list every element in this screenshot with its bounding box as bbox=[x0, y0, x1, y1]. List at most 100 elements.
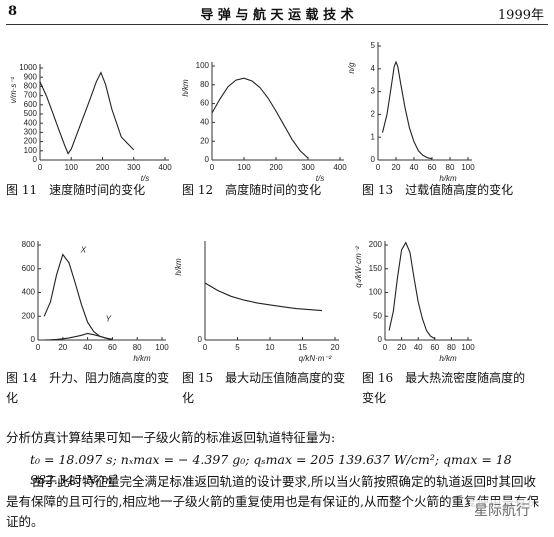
curve bbox=[381, 60, 433, 160]
x-tick-label: 20 bbox=[58, 343, 67, 352]
header-rule bbox=[6, 24, 548, 25]
y-tick-label: 40 bbox=[200, 118, 209, 127]
y-axis-label: h/km bbox=[174, 258, 183, 276]
intro: 分析仿真计算结果可知一子级火箭的标准返回轨道特征量为: bbox=[6, 430, 336, 445]
y-tick-label: 100 bbox=[196, 61, 210, 70]
figure-caption: 图 14 升力、阻力随高度的变化 bbox=[6, 371, 170, 405]
y-tick-label: 1000 bbox=[19, 63, 37, 72]
x-tick-label: 200 bbox=[96, 163, 110, 172]
y-tick-label: 300 bbox=[24, 128, 38, 137]
x-tick-label: 40 bbox=[414, 343, 423, 352]
x-tick-label: 10 bbox=[266, 343, 275, 352]
y-tick-label: 20 bbox=[200, 136, 209, 145]
curve bbox=[204, 282, 323, 312]
y-axis-label: v/m·s⁻¹ bbox=[9, 76, 18, 103]
x-tick-label: 100 bbox=[155, 343, 169, 352]
x-tick-label: 40 bbox=[83, 343, 92, 352]
x-tick-label: 100 bbox=[237, 163, 251, 172]
figure-caption: 图 11 速度随时间的变化 bbox=[6, 183, 146, 197]
x-tick-label: 200 bbox=[269, 163, 283, 172]
figure-caption: 图 15 最大动压值随高度的变化 bbox=[182, 371, 346, 405]
x-axis-label: h/km bbox=[133, 354, 151, 363]
y-tick-label: 4 bbox=[371, 64, 376, 73]
y-tick-label: 600 bbox=[22, 264, 36, 273]
x-tick-label: 0 bbox=[36, 343, 41, 352]
y-tick-label: 0 bbox=[378, 335, 383, 344]
curve-label: X bbox=[80, 246, 87, 255]
curve bbox=[211, 77, 309, 159]
x-axis-label: h/km bbox=[439, 354, 457, 363]
curve bbox=[43, 253, 113, 340]
x-tick-label: 60 bbox=[428, 163, 437, 172]
y-axis-label: qₛ/kW·cm⁻² bbox=[354, 246, 363, 288]
figure-caption: 图 16 最大热流密度随高度的变化 bbox=[362, 371, 526, 405]
y-tick-label: 0 bbox=[33, 155, 38, 164]
figure-caption: 图 12 高度随时间的变化 bbox=[182, 183, 322, 197]
y-tick-label: 500 bbox=[24, 109, 38, 118]
x-tick-label: 80 bbox=[133, 343, 142, 352]
curve bbox=[44, 332, 113, 341]
x-tick-label: 400 bbox=[333, 163, 347, 172]
y-tick-label: 80 bbox=[200, 80, 209, 89]
y-tick-label: 700 bbox=[24, 91, 38, 100]
x-tick-label: 20 bbox=[392, 163, 401, 172]
x-tick-label: 0 bbox=[38, 163, 43, 172]
x-tick-label: 300 bbox=[301, 163, 315, 172]
x-tick-label: 60 bbox=[430, 343, 439, 352]
x-tick-label: 0 bbox=[383, 343, 388, 352]
x-axis-label: t/s bbox=[316, 174, 324, 183]
x-tick-label: 0 bbox=[203, 343, 208, 352]
y-tick-label: 400 bbox=[22, 288, 36, 297]
paragraph: 由于此时特征量完全满足标准返回轨道的设计要求,所以当火箭按照确定的轨道返回时其回… bbox=[6, 474, 539, 529]
y-tick-label: 50 bbox=[373, 311, 382, 320]
x-tick-label: 300 bbox=[127, 163, 141, 172]
x-axis-label: h/km bbox=[439, 174, 457, 183]
x-tick-label: 100 bbox=[461, 343, 475, 352]
y-tick-label: 800 bbox=[22, 240, 36, 249]
y-axis-label: n/g bbox=[347, 62, 356, 74]
y-tick-label: 60 bbox=[200, 99, 209, 108]
x-tick-label: 80 bbox=[447, 343, 456, 352]
y-tick-label: 3 bbox=[371, 87, 376, 96]
curve bbox=[39, 71, 135, 155]
x-tick-label: 20 bbox=[331, 343, 340, 352]
y-tick-label: 200 bbox=[24, 137, 38, 146]
year: 1999年 bbox=[497, 8, 544, 23]
y-tick-label: 600 bbox=[24, 100, 38, 109]
y-tick-label: 0 bbox=[371, 155, 376, 164]
x-tick-label: 100 bbox=[461, 163, 475, 172]
x-tick-label: 80 bbox=[446, 163, 455, 172]
y-tick-label: 800 bbox=[24, 82, 38, 91]
figure-caption: 图 13 过载值随高度的变化 bbox=[362, 183, 514, 197]
curve-label: Y bbox=[106, 315, 112, 324]
x-tick-label: 15 bbox=[298, 343, 307, 352]
journal-title: 导 弹 与 航 天 运 载 技 术 bbox=[200, 8, 354, 23]
curve bbox=[388, 241, 436, 340]
y-tick-label: 2 bbox=[371, 110, 376, 119]
y-tick-label: 1 bbox=[371, 132, 376, 141]
x-tick-label: 0 bbox=[376, 163, 381, 172]
y-tick-label: 100 bbox=[369, 288, 383, 297]
y-tick-label: 0 bbox=[205, 155, 210, 164]
x-tick-label: 400 bbox=[158, 163, 172, 172]
x-axis-label: q/kN·m⁻² bbox=[299, 354, 332, 363]
formula: t₀ = 18.097 s; nₓmax = − 4.397 g₀; qₛmax… bbox=[30, 452, 512, 487]
x-tick-label: 100 bbox=[65, 163, 79, 172]
y-tick-label: 0 bbox=[198, 335, 203, 344]
y-tick-label: 200 bbox=[369, 240, 383, 249]
y-tick-label: 400 bbox=[24, 118, 38, 127]
y-tick-label: 150 bbox=[369, 264, 383, 273]
x-tick-label: 0 bbox=[210, 163, 215, 172]
x-tick-label: 40 bbox=[410, 163, 419, 172]
y-tick-label: 0 bbox=[31, 335, 36, 344]
x-tick-label: 20 bbox=[397, 343, 406, 352]
y-tick-label: 5 bbox=[371, 41, 376, 50]
x-axis-label: t/s bbox=[141, 174, 149, 183]
y-tick-label: 200 bbox=[22, 311, 36, 320]
page-number: 8 bbox=[8, 4, 18, 19]
x-tick-label: 60 bbox=[108, 343, 117, 352]
y-tick-label: 100 bbox=[24, 146, 38, 155]
watermark: 星际航行 bbox=[470, 500, 534, 520]
